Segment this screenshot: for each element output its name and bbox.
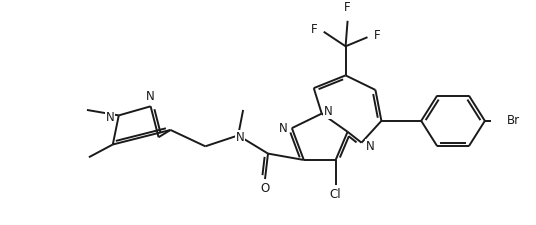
Text: N: N [324, 105, 332, 118]
Text: N: N [146, 90, 155, 103]
Text: N: N [236, 131, 244, 144]
Text: F: F [311, 23, 318, 36]
Text: N: N [106, 111, 115, 124]
Text: N: N [279, 122, 288, 135]
Text: O: O [260, 182, 270, 195]
Text: F: F [374, 29, 380, 42]
Text: N: N [366, 140, 374, 153]
Text: Br: Br [507, 114, 520, 127]
Text: F: F [344, 0, 351, 13]
Text: Cl: Cl [330, 188, 341, 201]
